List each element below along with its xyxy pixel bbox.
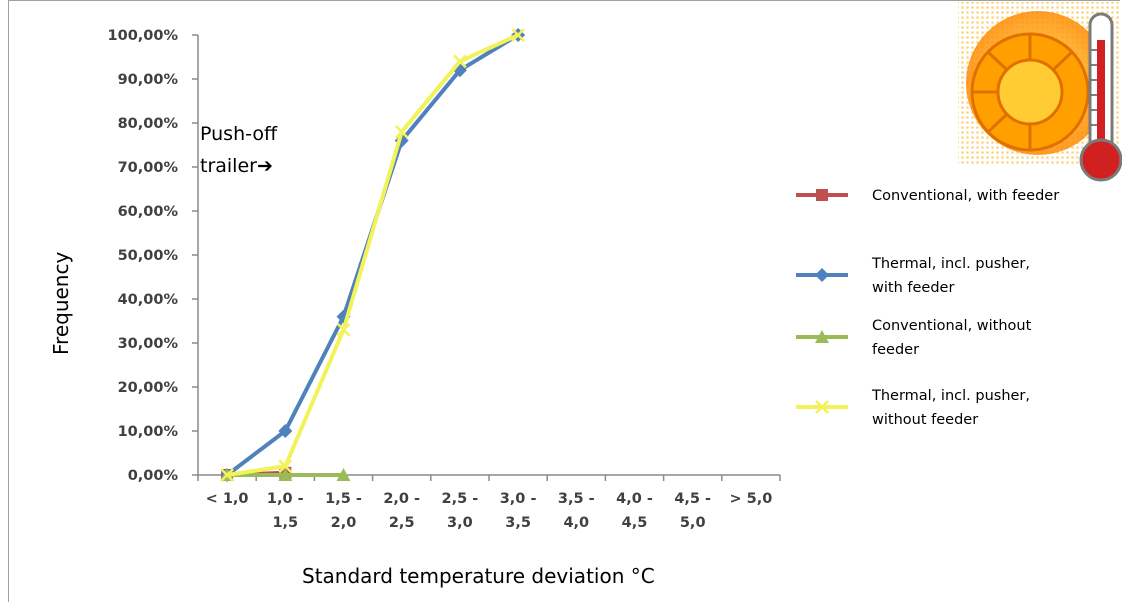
- data-point-x: [815, 400, 829, 414]
- data-point-x: [336, 322, 351, 337]
- y-tick-label: 10,00%: [118, 424, 179, 440]
- chart-frame: [8, 0, 1120, 602]
- x-tick-label: 2,5 -: [442, 491, 479, 507]
- legend-label: Thermal, incl. pusher,: [871, 256, 1030, 272]
- x-tick-label: < 1,0: [206, 491, 249, 507]
- x-tick-label: 2,0 -: [383, 491, 420, 507]
- data-point-diamond: [452, 63, 467, 78]
- annotation-line-2: trailer➔: [200, 155, 273, 177]
- legend-item: Conventional, with feeder: [796, 188, 1059, 204]
- sun-thermometer-icon: [958, 2, 1122, 182]
- x-tick-label: 3,5 -: [558, 491, 595, 507]
- data-point-x-stroke: [336, 322, 351, 337]
- x-tick-label: 1,5 -: [325, 491, 362, 507]
- data-point-x-stroke: [453, 54, 467, 69]
- data-point-x-stroke: [511, 28, 525, 42]
- x-tick-label: 1,5: [272, 515, 298, 531]
- data-point-diamond: [278, 424, 293, 438]
- x-tick-label: 1,0 -: [267, 491, 304, 507]
- x-tick-label: 2,5: [389, 515, 415, 531]
- data-point-x-stroke: [220, 468, 234, 482]
- y-tick-label: 100,00%: [108, 28, 179, 44]
- x-tick-label: 2,0: [331, 515, 357, 531]
- data-point-triangle: [336, 468, 351, 481]
- data-point-x-stroke: [278, 459, 293, 474]
- data-point-x: [453, 54, 467, 69]
- y-tick-label: 50,00%: [118, 248, 179, 264]
- data-point-triangle: [278, 468, 293, 481]
- y-tick-label: 20,00%: [118, 380, 179, 396]
- y-axis-title: Frequency: [49, 252, 73, 355]
- data-point-x: [511, 28, 525, 42]
- x-tick-label: 3,0 -: [500, 491, 537, 507]
- data-point-square: [816, 189, 828, 201]
- legend-item: Conventional, without feeder: [796, 318, 1032, 358]
- data-point-x-stroke: [815, 400, 829, 414]
- legend-item: Thermal, incl. pusher, without feeder: [796, 388, 1030, 428]
- legend-item: Thermal, incl. pusher, with feeder: [796, 256, 1030, 296]
- data-point-x-stroke: [394, 124, 409, 139]
- legend-label: feeder: [872, 342, 919, 358]
- series-line: [225, 33, 521, 477]
- series-line: [225, 33, 521, 477]
- x-tick-label: 5,0: [680, 515, 706, 531]
- y-tick-label: 60,00%: [118, 204, 179, 220]
- x-tick-label: 4,5: [622, 515, 648, 531]
- data-point-x: [220, 468, 234, 482]
- y-tick-label: 30,00%: [118, 336, 179, 352]
- legend-label: Thermal, incl. pusher,: [871, 388, 1030, 404]
- x-tick-label: > 5,0: [729, 491, 772, 507]
- data-point-x: [394, 124, 409, 139]
- legend-label: with feeder: [872, 280, 954, 296]
- y-tick-label: 80,00%: [118, 116, 179, 132]
- legend-label: Conventional, with feeder: [872, 188, 1059, 204]
- y-tick-label: 70,00%: [118, 160, 179, 176]
- x-tick-label: 3,5: [505, 515, 531, 531]
- y-tick-label: 90,00%: [118, 72, 179, 88]
- y-tick-label: 40,00%: [118, 292, 179, 308]
- data-point-diamond: [815, 268, 829, 282]
- data-point-x: [278, 459, 293, 474]
- x-tick-label: 3,0: [447, 515, 473, 531]
- x-axis-title: Standard temperature deviation °C: [302, 564, 655, 588]
- x-tick-label: 4,0: [563, 515, 589, 531]
- data-point-triangle: [815, 330, 829, 343]
- x-tick-label: 4,5 -: [674, 491, 711, 507]
- legend-label: without feeder: [872, 412, 978, 428]
- x-tick-label: 4,0 -: [616, 491, 653, 507]
- legend-label: Conventional, without: [872, 318, 1032, 334]
- annotation-line-1: Push-off: [200, 123, 278, 145]
- y-tick-label: 0,00%: [128, 468, 179, 484]
